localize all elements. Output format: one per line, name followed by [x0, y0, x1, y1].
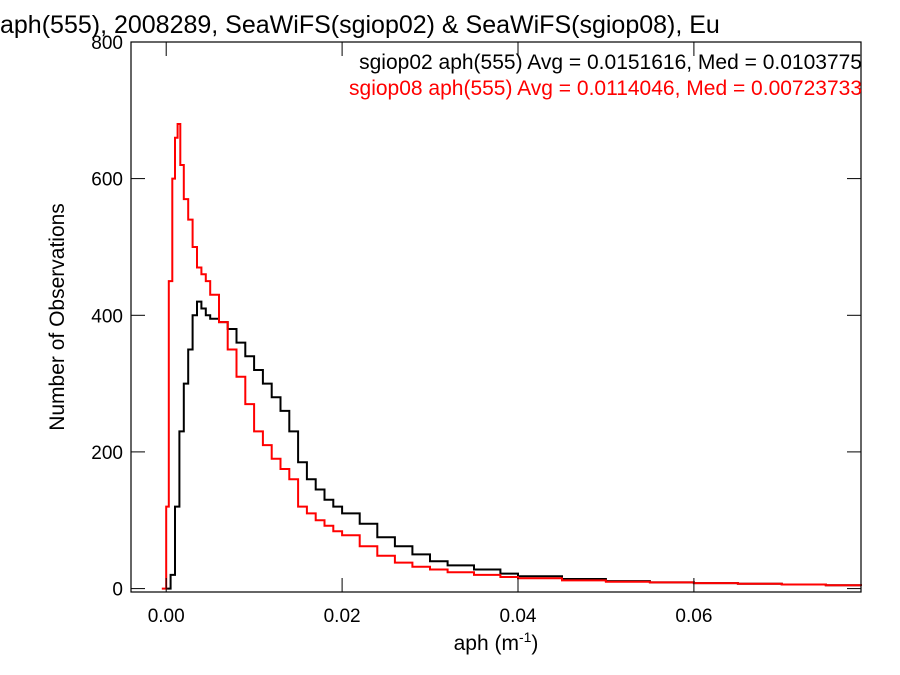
legend-entry-sgiop08: sgiop08 aph(555) Avg = 0.0114046, Med = … — [349, 77, 862, 100]
chart-title: aph(555), 2008289, SeaWiFS(sgiop02) & Se… — [0, 11, 720, 39]
series-layer — [161, 123, 862, 590]
y-axis-label: Number of Observations — [46, 203, 69, 431]
y-tick-label: 0 — [112, 580, 123, 601]
x-axis-label: aph (m-1) — [454, 629, 539, 655]
y-tick-label: 400 — [91, 306, 123, 327]
series-line-1 — [161, 123, 862, 590]
y-tick-label: 600 — [91, 170, 123, 191]
plot-frame — [130, 41, 862, 593]
x-tick-label: 0.00 — [148, 606, 185, 627]
y-tick-label: 800 — [91, 33, 123, 54]
x-tick-label: 0.06 — [675, 606, 712, 627]
legend-entry-sgiop02: sgiop02 aph(555) Avg = 0.0151616, Med = … — [359, 51, 862, 74]
tick-layer: 0.00 0.02 0.04 0.06 0 200 400 600 800 — [91, 33, 861, 627]
x-tick-label: 0.02 — [324, 606, 361, 627]
y-tick-label: 200 — [91, 443, 123, 464]
x-tick-label: 0.04 — [500, 606, 537, 627]
